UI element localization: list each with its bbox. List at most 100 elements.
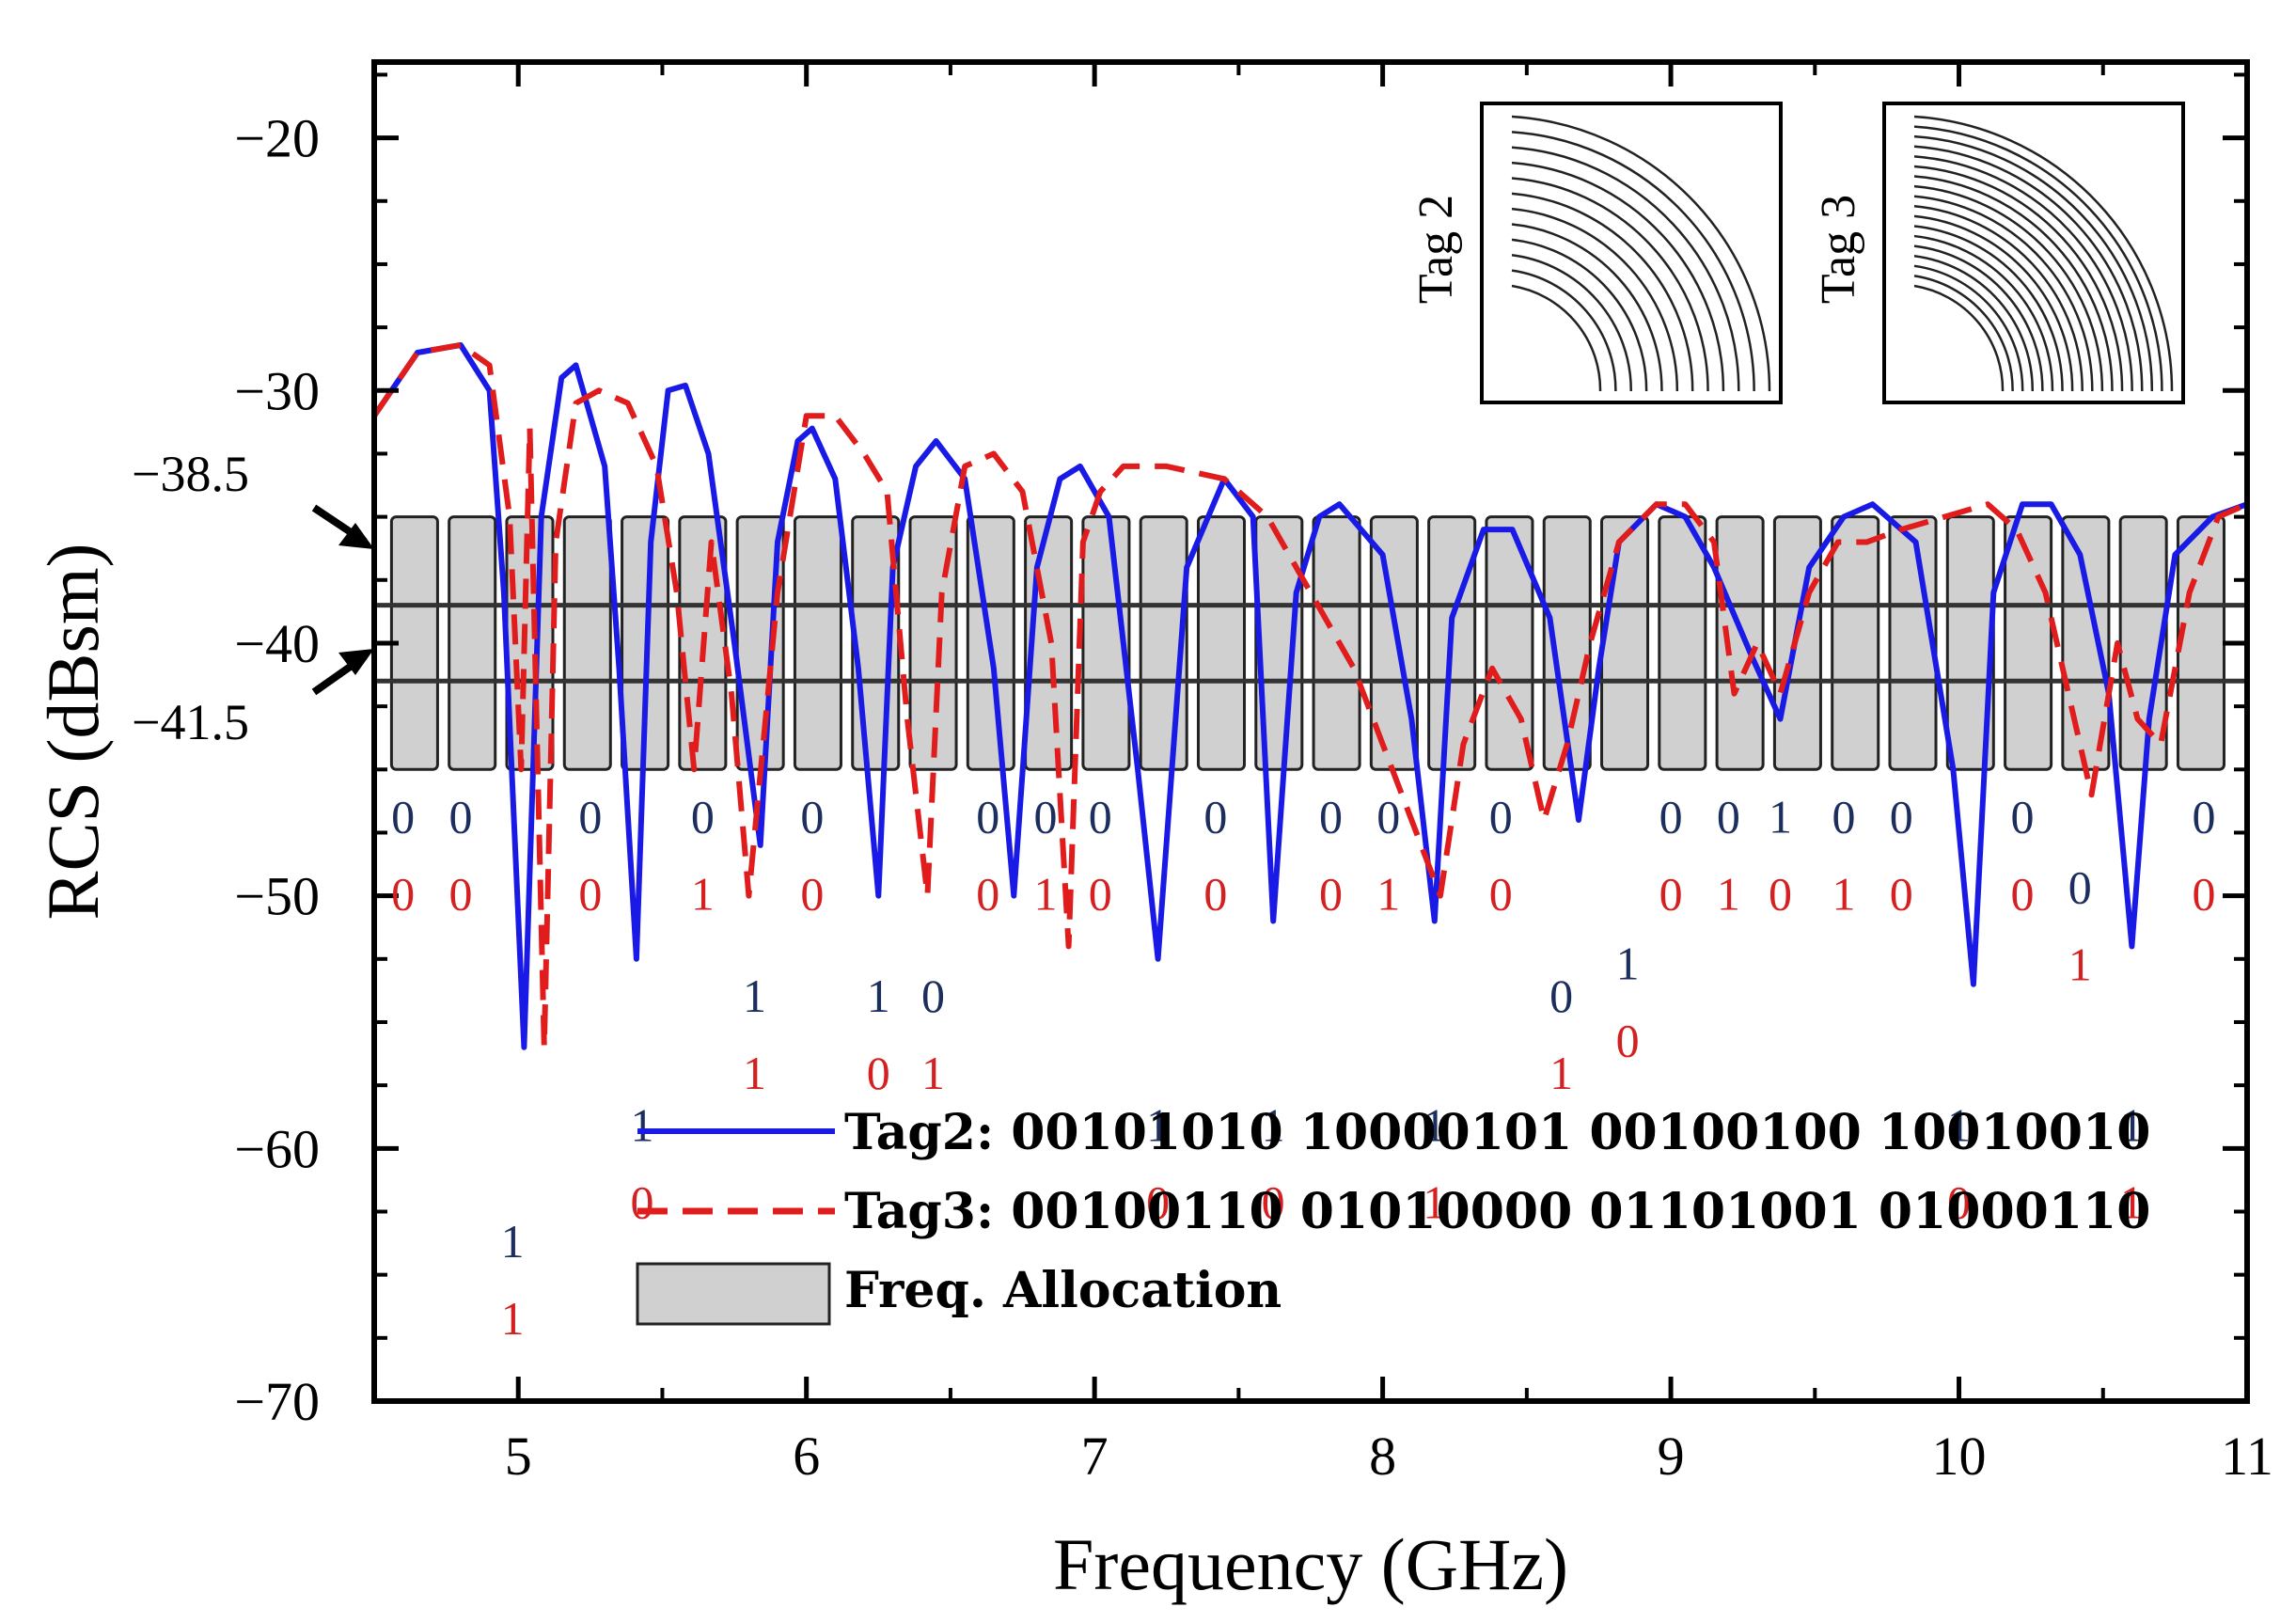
inset-ring — [1511, 269, 1617, 392]
inset-ring — [1511, 284, 1602, 392]
bit-label-tag3: 0 — [1947, 1175, 1971, 1228]
bit-label-tag2: 0 — [2068, 861, 2092, 914]
bit-label-tag3: 1 — [1832, 867, 1855, 920]
bit-label-tag3: 0 — [1146, 1175, 1170, 1228]
bit-label-tag2: 1 — [1616, 937, 1640, 989]
bit-label-tag2: 0 — [921, 969, 945, 1022]
y-tick-label: −60 — [234, 1118, 320, 1179]
inset-1 — [1480, 102, 1783, 404]
legend-label-tag3: Tag3: 00100110 01010000 01101001 0100011… — [844, 1183, 2150, 1240]
inset-ring — [1511, 146, 1740, 392]
freq-band-27 — [1888, 515, 1938, 771]
freq-band-20 — [1485, 515, 1534, 771]
x-tick-label: 9 — [1658, 1426, 1685, 1487]
inset-label-tag2: Tag 2 — [1409, 195, 1463, 304]
inset-ring — [1511, 161, 1725, 392]
inset-ring — [1913, 184, 2104, 392]
bit-label-tag2: 0 — [1832, 790, 1855, 843]
bit-label-tag2: 0 — [1376, 790, 1400, 843]
bit-label-tag2: 1 — [1262, 1098, 1285, 1151]
bit-label-tag2: 0 — [1890, 790, 1913, 843]
bit-label-tag3: 1 — [2120, 1175, 2144, 1228]
bit-label-tag3: 1 — [1376, 867, 1400, 920]
inset-ring — [1913, 264, 2024, 392]
bit-label-tag3: 0 — [867, 1047, 890, 1099]
bit-label-tag2: 0 — [1489, 790, 1513, 843]
inset-ring — [1913, 254, 2035, 392]
x-tick-label: 8 — [1369, 1426, 1396, 1487]
series-line-tag3 — [374, 341, 2247, 1050]
bit-label-tag3: 1 — [501, 1292, 525, 1345]
bit-label-tag3: 1 — [743, 1047, 766, 1099]
threshold-arrow-lower — [311, 649, 374, 696]
freq-band-22 — [1600, 515, 1650, 771]
bit-label-tag3: 1 — [921, 1047, 945, 1099]
threshold-label-lower: −41.5 — [132, 694, 249, 750]
inset-ring — [1511, 254, 1632, 392]
inset-ring — [1913, 115, 2174, 392]
bit-label-tag3: 0 — [1262, 1175, 1285, 1228]
bit-label-tag3: 0 — [578, 867, 602, 920]
x-tick-label: 6 — [793, 1426, 820, 1487]
inset-ring — [1913, 175, 2114, 392]
x-tick-label: 5 — [505, 1426, 532, 1487]
legend-label-freq-allocation: Freq. Allocation — [844, 1262, 1282, 1319]
bit-label-tag3: 1 — [1034, 867, 1058, 920]
bit-label-tag2: 0 — [1034, 790, 1058, 843]
bit-label-tag3: 0 — [631, 1175, 654, 1228]
freq-band-24 — [1715, 515, 1765, 771]
threshold-arrow-upper — [311, 504, 374, 549]
bit-label-tag3: 0 — [1089, 867, 1112, 920]
freq-band-10 — [908, 515, 958, 771]
bit-label-tag3: 1 — [2068, 938, 2092, 991]
inset-ring — [1913, 155, 2133, 392]
bit-label-tag3: 0 — [391, 867, 415, 920]
freq-band-2 — [448, 515, 497, 771]
inset-ring — [1511, 115, 1771, 392]
bit-label-tag3: 0 — [800, 867, 824, 920]
bit-label-tag2: 1 — [1769, 790, 1792, 843]
bit-label-tag3: 0 — [1659, 867, 1683, 920]
bit-label-tag2: 0 — [1717, 790, 1740, 843]
bit-label-tag2: 0 — [391, 790, 415, 843]
bit-label-tag2: 0 — [691, 790, 715, 843]
bit-label-tag2: 0 — [578, 790, 602, 843]
bit-label-tag2: 0 — [1659, 790, 1683, 843]
bit-label-tag3: 0 — [976, 867, 999, 920]
bit-label-tag3: 0 — [1616, 1014, 1640, 1066]
y-tick-label: −30 — [234, 360, 320, 421]
freq-band-23 — [1658, 515, 1707, 771]
bit-label-tag2: 1 — [867, 969, 890, 1022]
inset-2 — [1882, 102, 2185, 404]
inset-ring — [1913, 125, 2163, 392]
bit-label-tag2: 1 — [631, 1098, 654, 1151]
legend-sample-freq-allocation — [636, 1262, 831, 1326]
legend — [636, 1128, 835, 1326]
inset-ring — [1511, 131, 1755, 392]
y-tick-label: −70 — [234, 1371, 320, 1432]
bit-label-tag3: 0 — [2010, 867, 2034, 920]
bit-label-tag2: 1 — [2120, 1098, 2144, 1151]
inset-ring — [1511, 223, 1663, 392]
plot-frame — [371, 59, 2250, 1404]
inset-ring — [1913, 244, 2044, 392]
bit-label-tag2: 0 — [800, 790, 824, 843]
freq-band-15 — [1196, 515, 1247, 771]
inset-ring — [1913, 225, 2064, 392]
inset-ring — [1511, 207, 1679, 392]
y-tick-label: −40 — [234, 613, 320, 674]
bit-label-tag3: 0 — [448, 867, 472, 920]
bit-label-tag2: 0 — [1549, 969, 1573, 1022]
freq-band-26 — [1831, 515, 1880, 771]
bit-label-tag3: 0 — [1489, 867, 1513, 920]
x-axis-title: Frequency (GHz) — [1053, 1523, 1568, 1605]
legend-label-tag2: Tag2: 00101010 10000101 00100100 1001001… — [844, 1104, 2150, 1161]
bit-label-tag3: 1 — [1423, 1175, 1446, 1228]
inset-ring — [1913, 284, 2005, 392]
inset-ring — [1913, 214, 2074, 392]
inset-ring — [1913, 165, 2124, 392]
bit-label-tag3: 0 — [1319, 867, 1343, 920]
plot-border — [371, 59, 2250, 1404]
